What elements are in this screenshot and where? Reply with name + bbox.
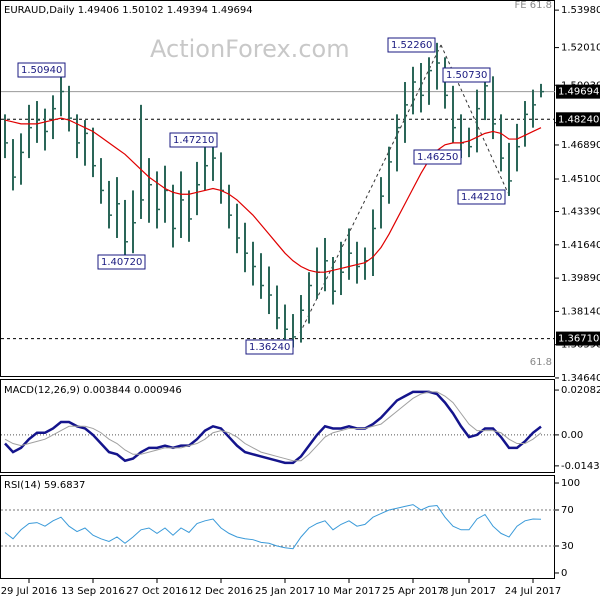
annotation-box	[245, 339, 294, 355]
y-tick-label: 1.46890	[561, 140, 600, 151]
x-tick-label: 27 Oct 2016	[126, 586, 188, 597]
annotation-label: 1.46250	[417, 152, 458, 163]
x-tick-label: 13 Sep 2016	[61, 586, 124, 597]
watermark: ActionForex.com	[150, 35, 350, 63]
y-tick-label: 30	[561, 541, 574, 552]
annotation: 1.52260	[387, 37, 436, 53]
y-tick-label: 1.38140	[561, 306, 600, 317]
fib-label: FE 61.8	[514, 0, 552, 11]
price-label-box	[556, 84, 600, 99]
annotation-label: 1.50940	[21, 65, 62, 76]
y-tick-label: 1.45100	[561, 174, 600, 185]
y-tick-label: 1.41640	[561, 240, 600, 251]
annotation-box	[442, 67, 491, 83]
rsi-title: RSI(14) 59.6837	[4, 480, 85, 491]
annotation: 1.47210	[169, 132, 218, 148]
x-tick-label: 12 Dec 2016	[189, 586, 253, 597]
annotation-box	[169, 132, 218, 148]
x-tick-label: 25 Jan 2017	[255, 586, 315, 597]
annotation-label: 1.40720	[101, 257, 142, 268]
macd-title: MACD(12,26,9) 0.003844 0.000946	[4, 385, 182, 396]
y-tick-label: 1.43390	[561, 207, 600, 218]
rsi-panel	[0, 475, 555, 579]
annotation: 1.44210	[457, 189, 506, 205]
price-label-box	[556, 331, 600, 346]
y-tick-label: 1.52010	[561, 43, 600, 54]
annotation-label: 1.50730	[446, 70, 487, 81]
annotation-label: 1.36240	[249, 342, 290, 353]
macd-line	[4, 390, 542, 465]
chart-title: EURAUD,Daily 1.49406 1.50102 1.49394 1.4…	[4, 5, 253, 16]
annotation-box	[457, 189, 506, 205]
y-tick-label: 0	[561, 568, 567, 579]
x-tick-label: 29 Jul 2016	[1, 586, 58, 597]
annotation-label: 1.52260	[391, 40, 432, 51]
y-tick-label: 0.00	[561, 430, 583, 441]
annotation-box	[413, 149, 462, 165]
annotation: 1.40720	[97, 254, 146, 270]
annotation-label: 1.47210	[173, 135, 214, 146]
fib-line	[299, 44, 442, 334]
y-tick-label: 70	[561, 505, 574, 516]
price-panel	[0, 0, 555, 377]
annotation-box	[17, 62, 66, 78]
y-tick-label: -0.014386	[561, 461, 600, 472]
y-tick-label: 1.34640	[561, 373, 600, 384]
annotation: 1.46250	[413, 149, 462, 165]
x-tick-label: 25 Apr 2017	[382, 586, 444, 597]
annotation: 1.36240	[245, 339, 294, 355]
y-tick-label: 1.53980	[561, 5, 600, 16]
fib-label: 61.8	[530, 357, 552, 368]
annotation: 1.50940	[17, 62, 66, 78]
macd-panel	[0, 379, 555, 473]
x-tick-label: 24 Jul 2017	[505, 586, 562, 597]
moving-average	[4, 117, 542, 273]
y-tick-label: 100	[561, 478, 580, 489]
annotation: 1.50730	[442, 67, 491, 83]
annotation-label: 1.44210	[461, 192, 502, 203]
signal-line	[4, 391, 542, 462]
y-tick-label: 0.020827	[561, 385, 600, 396]
price-label-box	[556, 112, 600, 127]
x-tick-label: 10 Mar 2017	[317, 586, 380, 597]
rsi-line	[4, 504, 542, 550]
y-tick-label: 1.39890	[561, 273, 600, 284]
price-label: 1.36710	[558, 334, 599, 345]
price-label: 1.49694	[558, 87, 599, 98]
annotation-box	[97, 254, 146, 270]
price-label: 1.48240	[558, 114, 599, 125]
annotation-box	[387, 37, 436, 53]
x-tick-label: 8 Jun 2017	[442, 586, 496, 597]
